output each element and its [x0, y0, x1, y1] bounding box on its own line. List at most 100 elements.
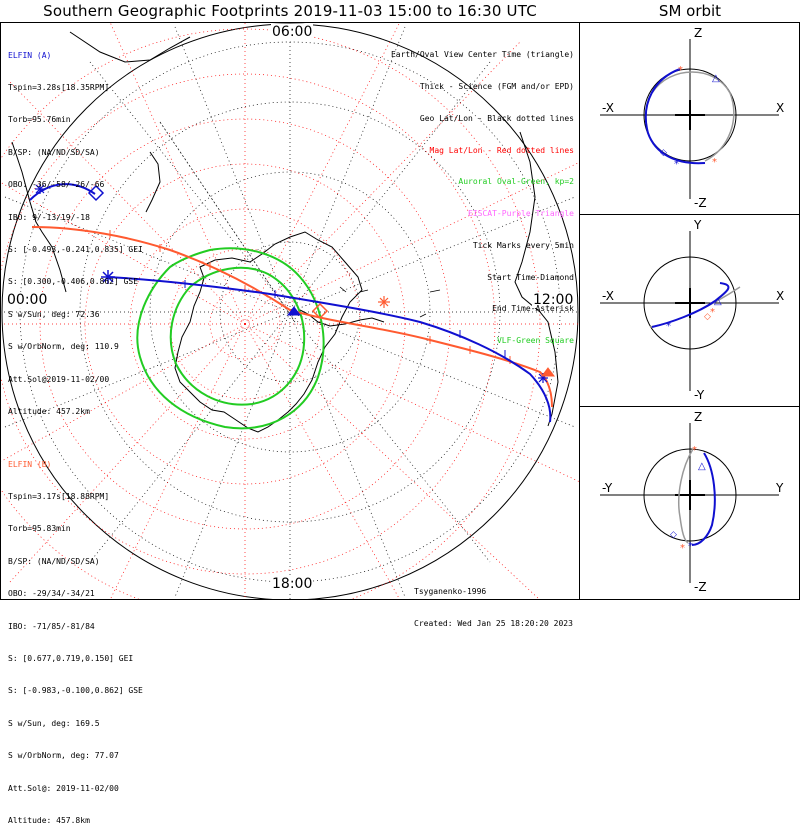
sm-marker: *: [666, 321, 671, 332]
auroral-oval-inner: [169, 266, 306, 406]
elfin-a-line: Torb=95.76min: [8, 115, 71, 125]
sm-axis-label-right: Y: [775, 481, 784, 495]
sm-marker: △: [698, 461, 706, 472]
elfin-a-track: [107, 276, 552, 423]
sm-axis-label-up: Z: [694, 26, 702, 40]
elfin-b-line: S w/Sun, deg: 169.5: [8, 718, 100, 728]
sm-marker: ◇: [670, 530, 677, 540]
sm-axis-label-left: -X: [602, 289, 614, 303]
sm-marker: *: [678, 65, 683, 76]
earth-circle: [643, 256, 737, 350]
sm-orbit-title: SM orbit: [658, 2, 722, 20]
diamond-start-icon: [87, 184, 105, 202]
elfin-a-line: Att.Sol@2019-11-02/00: [8, 374, 110, 384]
sun-direction-line: [159, 121, 296, 323]
elfin-a-line: S: [-0.493,-0.241,0.835] GEI: [8, 244, 143, 254]
orbit-a: [651, 282, 730, 328]
legend-item: EISCAT-Purple Triangle: [468, 209, 574, 219]
asterisk-end-icon: [101, 270, 115, 284]
elfin-b-info: ELFIN (B) Tspin=3.17s[18.88RPM] Torb=95.…: [8, 438, 143, 837]
sm-axis-label-right: X: [776, 289, 784, 303]
elfin-a-ticks: [184, 280, 506, 358]
elfin-b-line: B/SP: (NA/ND/SD/SA): [8, 556, 100, 566]
sm-orbit-yz: △ * ◇ * * Z -Z -Y Y: [600, 410, 784, 594]
earth-circle: [643, 448, 737, 542]
sm-orbit-xy: △ * * ◇ Y -Y -X X: [600, 218, 784, 402]
orbit-b: [651, 71, 735, 162]
sm-orbit-xz: △ * ◇ * * Z -Z -X X: [600, 26, 784, 210]
sm-marker: *: [680, 543, 685, 554]
sm-axis-label-left: -X: [602, 101, 614, 115]
footprint-map: [1, 23, 579, 599]
sm-marker: *: [692, 445, 697, 456]
sm-marker: *: [674, 159, 679, 170]
elfin-a-line: OBO: -36/-58/-26/-66: [8, 180, 105, 190]
sm-axis-label-down: -Z: [694, 196, 707, 210]
sm-marker: ◇: [704, 312, 711, 322]
elfin-a-line: Tspin=3.28s[18.35RPM]: [8, 82, 110, 92]
legend-item: Mag Lat/Lon - Red dotted lines: [429, 145, 575, 155]
sm-marker: *: [688, 541, 693, 552]
diamond-start-icon: [311, 302, 329, 320]
islands-coastline: [339, 286, 441, 318]
australia-coastline: [69, 31, 191, 63]
new-zealand-coastline: [145, 151, 161, 213]
asterisk-end-icon: [35, 184, 45, 194]
sm-axis-label-left: -Y: [602, 481, 613, 495]
south-america-coastline: [514, 131, 559, 427]
sm-marker: *: [712, 157, 717, 168]
elfin-a-line: S: [0.300,-0.406,0.862] GSE: [8, 277, 139, 287]
hour-label-left: 00:00: [6, 292, 49, 308]
sm-marker: ◇: [660, 148, 667, 158]
hour-label-bottom: 18:00: [271, 576, 314, 592]
elfin-b-line: Tspin=3.17s[18.88RPM]: [8, 491, 110, 501]
sm-axis-label-up: Y: [693, 218, 702, 232]
hour-label-right: 12:00: [532, 292, 575, 308]
elfin-b-track: [31, 226, 553, 408]
map-legend: Earth/Oval View Center Time (triangle) T…: [391, 29, 574, 357]
elfin-b-line: S w/OrbNorm, deg: 77.07: [8, 751, 119, 761]
antarctica-coastline: [174, 231, 363, 433]
sm-axis-label-up: Z: [694, 410, 702, 424]
model-credit: Tsyganenko-1996: [414, 587, 487, 597]
elfin-b-line: Att.Sol@: 2019-11-02/00: [8, 783, 119, 793]
orbit-b: [649, 286, 741, 328]
sm-marker: △: [712, 73, 720, 84]
page-title: Southern Geographic Footprints 2019-11-0…: [43, 2, 537, 20]
sm-marker: △: [714, 296, 722, 307]
legend-item: Tick Marks every 5min: [472, 240, 574, 250]
elfin-b-line: Altitude: 457.8km: [8, 815, 90, 825]
legend-item: Geo Lat/Lon - Black dotted lines: [419, 113, 574, 123]
elfin-b-line: S: [0.677,0.719,0.150] GEI: [8, 653, 134, 663]
elfin-a-info: ELFIN (A) Tspin=3.28s[18.35RPM] Torb=95.…: [8, 29, 143, 428]
mag-grid: [1, 23, 579, 599]
orbit-a: [691, 452, 716, 546]
triangle-center-icon: [287, 306, 301, 316]
legend-item: Auroral Oval-Green, kp=2: [458, 177, 574, 187]
elfin-a-line: Altitude: 457.2km: [8, 406, 90, 416]
earth-circle: [643, 68, 737, 162]
legend-item: VLF-Green Square: [496, 336, 574, 346]
elfin-b-line: IBO: -71/85/-81/84: [8, 621, 95, 631]
elfin-a-line: IBO: 9/-13/19/-18: [8, 212, 90, 222]
elfin-a-name: ELFIN (A): [8, 50, 52, 60]
sm-axis-label-down: -Y: [694, 388, 705, 402]
asterisk-end-icon: [378, 296, 390, 308]
elfin-a-line: S w/Sun, deg: 72.36: [8, 309, 100, 319]
elfin-b-line: Torb=95.83min: [8, 524, 71, 534]
orbit-a: [644, 68, 706, 165]
legend-item: Thick - Science (FGM and/or EPD): [419, 81, 574, 91]
triangle-center-icon: [541, 367, 555, 377]
hour-label-top: 06:00: [271, 24, 314, 40]
auroral-oval-outer: [136, 247, 325, 430]
legend-item: End Time-Asterisk: [492, 304, 574, 314]
credit-block: Tsyganenko-1996 Created: Wed Jan 25 18:2…: [414, 566, 573, 640]
elfin-b-line: S: [-0.983,-0.100,0.862] GSE: [8, 686, 143, 696]
elfin-a-line: B/SP: (NA/ND/SD/SA): [8, 147, 100, 157]
sm-axis-label-right: X: [776, 101, 784, 115]
sm-marker: *: [710, 307, 715, 318]
orbit-b: [678, 448, 694, 544]
elfin-a-line: S w/OrbNorm, deg: 110.9: [8, 342, 119, 352]
legend-item: Earth/Oval View Center Time (triangle): [390, 50, 574, 60]
created-timestamp: Created: Wed Jan 25 18:20:20 2023: [414, 618, 573, 628]
